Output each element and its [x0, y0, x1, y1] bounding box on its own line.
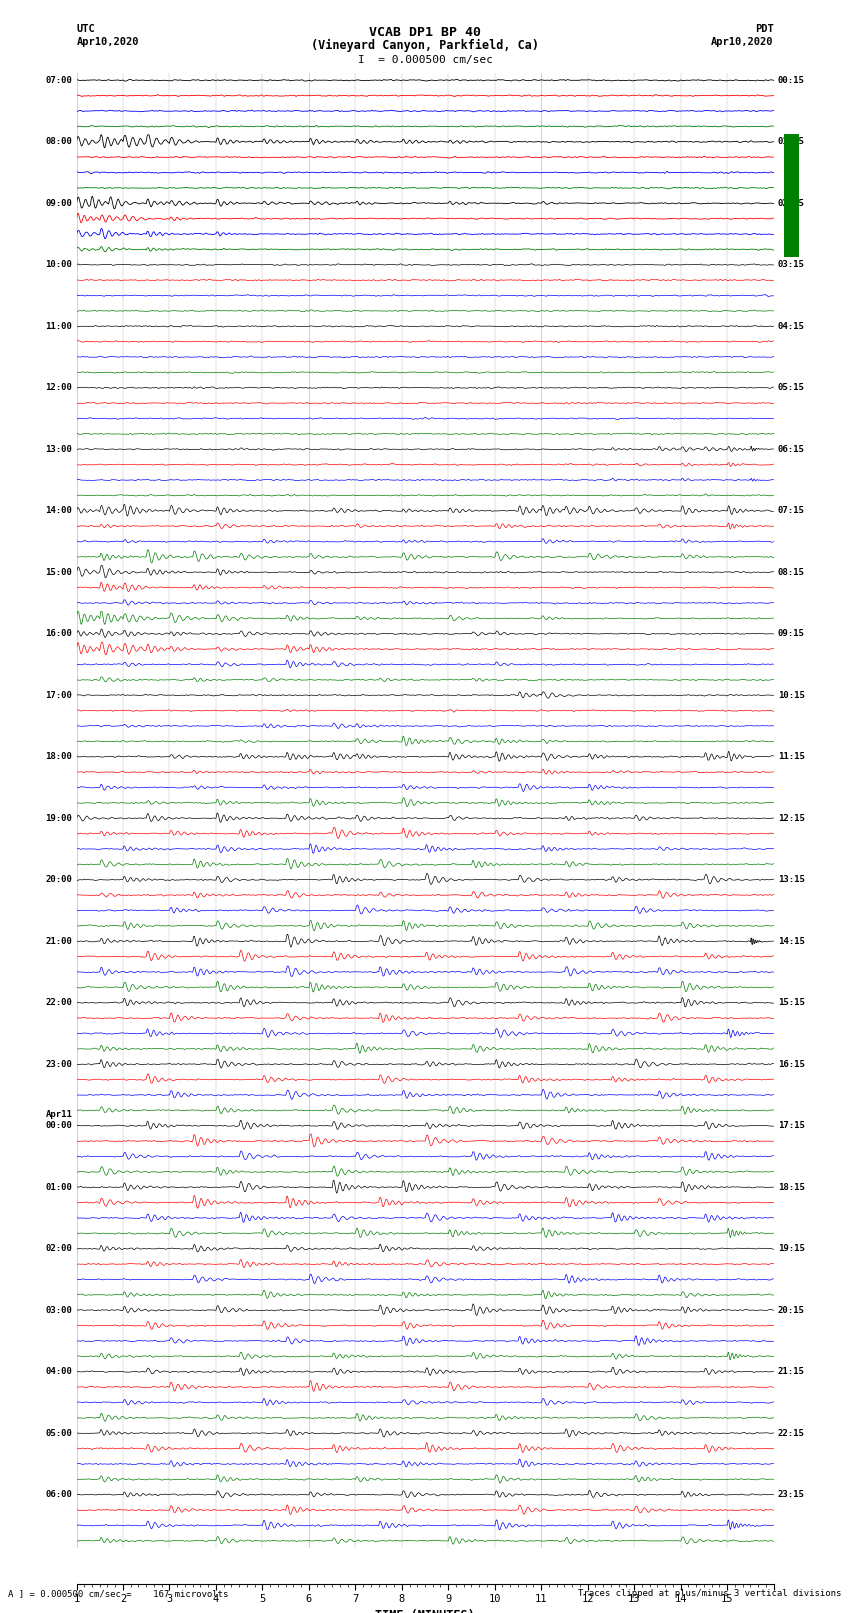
Text: 03:00: 03:00: [45, 1305, 72, 1315]
Text: 09:00: 09:00: [45, 198, 72, 208]
Text: 20:15: 20:15: [778, 1305, 805, 1315]
Text: 07:00: 07:00: [45, 76, 72, 85]
Text: 12:00: 12:00: [45, 384, 72, 392]
Text: 10:15: 10:15: [778, 690, 805, 700]
Text: 08:00: 08:00: [45, 137, 72, 147]
Text: 23:00: 23:00: [45, 1060, 72, 1069]
Text: 09:15: 09:15: [778, 629, 805, 639]
Text: Apr10,2020: Apr10,2020: [76, 37, 139, 47]
Text: UTC: UTC: [76, 24, 95, 34]
Text: VCAB DP1 BP 40: VCAB DP1 BP 40: [369, 26, 481, 39]
Text: A ] = 0.000500 cm/sec =    167 microvolts: A ] = 0.000500 cm/sec = 167 microvolts: [8, 1589, 229, 1598]
Text: 19:15: 19:15: [778, 1244, 805, 1253]
Text: 22:00: 22:00: [45, 998, 72, 1007]
Text: I  = 0.000500 cm/sec: I = 0.000500 cm/sec: [358, 55, 492, 65]
Text: 05:15: 05:15: [778, 384, 805, 392]
Text: 14:00: 14:00: [45, 506, 72, 515]
Text: 10:00: 10:00: [45, 260, 72, 269]
Text: PDT: PDT: [755, 24, 774, 34]
Text: 17:15: 17:15: [778, 1121, 805, 1131]
Text: 02:00: 02:00: [45, 1244, 72, 1253]
X-axis label: TIME (MINUTES): TIME (MINUTES): [375, 1608, 475, 1613]
Text: 01:15: 01:15: [778, 137, 805, 147]
Text: 13:15: 13:15: [778, 876, 805, 884]
Text: 18:00: 18:00: [45, 752, 72, 761]
Text: 14:15: 14:15: [778, 937, 805, 945]
Text: 03:15: 03:15: [778, 260, 805, 269]
Text: 01:00: 01:00: [45, 1182, 72, 1192]
Text: 19:00: 19:00: [45, 813, 72, 823]
Text: 21:15: 21:15: [778, 1368, 805, 1376]
Text: 04:15: 04:15: [778, 321, 805, 331]
Text: 15:15: 15:15: [778, 998, 805, 1007]
Text: 13:00: 13:00: [45, 445, 72, 453]
Text: Traces clipped at plus/minus 3 vertical divisions: Traces clipped at plus/minus 3 vertical …: [578, 1589, 842, 1598]
Text: 02:15: 02:15: [778, 198, 805, 208]
Text: 00:00: 00:00: [45, 1121, 72, 1131]
Text: 05:00: 05:00: [45, 1429, 72, 1437]
Text: 15:00: 15:00: [45, 568, 72, 577]
Text: (Vineyard Canyon, Parkfield, Ca): (Vineyard Canyon, Parkfield, Ca): [311, 39, 539, 52]
Text: 22:15: 22:15: [778, 1429, 805, 1437]
Text: Apr11: Apr11: [45, 1110, 72, 1119]
Text: 06:00: 06:00: [45, 1490, 72, 1498]
Text: 04:00: 04:00: [45, 1368, 72, 1376]
Text: 17:00: 17:00: [45, 690, 72, 700]
Text: 21:00: 21:00: [45, 937, 72, 945]
Text: 11:00: 11:00: [45, 321, 72, 331]
Text: 20:00: 20:00: [45, 876, 72, 884]
Text: Apr10,2020: Apr10,2020: [711, 37, 774, 47]
Text: 08:15: 08:15: [778, 568, 805, 577]
Text: 16:00: 16:00: [45, 629, 72, 639]
Text: 12:15: 12:15: [778, 813, 805, 823]
Text: 16:15: 16:15: [778, 1060, 805, 1069]
Text: 07:15: 07:15: [778, 506, 805, 515]
Text: 06:15: 06:15: [778, 445, 805, 453]
Text: 23:15: 23:15: [778, 1490, 805, 1498]
Text: 11:15: 11:15: [778, 752, 805, 761]
Text: 18:15: 18:15: [778, 1182, 805, 1192]
Text: 00:15: 00:15: [778, 76, 805, 85]
